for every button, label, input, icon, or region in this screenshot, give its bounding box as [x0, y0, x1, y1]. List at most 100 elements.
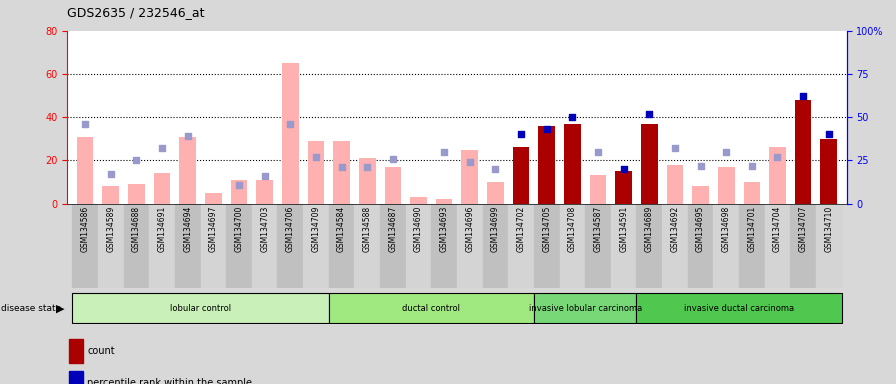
Point: [283, 121, 297, 127]
Point: [822, 131, 836, 137]
Bar: [662, 204, 688, 288]
Bar: [410, 197, 426, 204]
Bar: [175, 204, 201, 288]
Bar: [764, 204, 790, 288]
Bar: [534, 293, 636, 323]
Point: [488, 166, 503, 172]
Text: GSM134687: GSM134687: [388, 206, 397, 252]
Bar: [538, 126, 555, 204]
Text: GSM134688: GSM134688: [132, 206, 141, 252]
Point: [78, 121, 92, 127]
Text: GSM134703: GSM134703: [260, 206, 269, 252]
Text: GSM134697: GSM134697: [209, 206, 218, 252]
Bar: [435, 199, 452, 204]
Text: disease state: disease state: [1, 304, 61, 313]
Bar: [70, 339, 82, 364]
Point: [694, 162, 708, 169]
Text: GSM134710: GSM134710: [824, 206, 833, 252]
Point: [514, 131, 529, 137]
Point: [796, 93, 810, 99]
Bar: [590, 175, 607, 204]
Bar: [355, 204, 380, 288]
Text: ▶: ▶: [56, 303, 64, 313]
Bar: [73, 293, 329, 323]
Point: [616, 166, 631, 172]
Bar: [457, 204, 483, 288]
Bar: [718, 167, 735, 204]
Bar: [816, 204, 841, 288]
Text: GSM134691: GSM134691: [158, 206, 167, 252]
Bar: [406, 204, 431, 288]
Text: lobular control: lobular control: [170, 304, 231, 313]
Point: [385, 156, 400, 162]
Bar: [559, 204, 585, 288]
Point: [334, 164, 349, 170]
Bar: [282, 63, 298, 204]
Bar: [585, 204, 611, 288]
Text: GSM134694: GSM134694: [183, 206, 193, 252]
Bar: [98, 204, 124, 288]
Text: GSM134588: GSM134588: [363, 206, 372, 252]
Bar: [821, 139, 837, 204]
Text: GSM134584: GSM134584: [337, 206, 346, 252]
Text: GSM134692: GSM134692: [670, 206, 679, 252]
Bar: [201, 204, 226, 288]
Bar: [744, 182, 760, 204]
Bar: [230, 180, 247, 204]
Bar: [329, 293, 534, 323]
Bar: [179, 137, 196, 204]
Text: GSM134701: GSM134701: [747, 206, 756, 252]
Bar: [307, 141, 324, 204]
Point: [181, 133, 195, 139]
Point: [257, 173, 271, 179]
Bar: [513, 147, 530, 204]
Text: GSM134707: GSM134707: [798, 206, 807, 252]
Bar: [150, 204, 175, 288]
Bar: [667, 165, 684, 204]
Point: [104, 171, 118, 177]
Bar: [278, 204, 303, 288]
Bar: [769, 147, 786, 204]
Point: [590, 149, 605, 155]
Text: GSM134696: GSM134696: [465, 206, 474, 252]
Bar: [359, 158, 375, 204]
Text: GSM134699: GSM134699: [491, 206, 500, 252]
Text: GSM134702: GSM134702: [517, 206, 526, 252]
Bar: [461, 149, 478, 204]
Text: GSM134708: GSM134708: [568, 206, 577, 252]
Bar: [611, 204, 636, 288]
Bar: [636, 204, 662, 288]
Text: ductal control: ductal control: [402, 304, 461, 313]
Point: [155, 145, 169, 151]
Bar: [487, 182, 504, 204]
Bar: [636, 293, 841, 323]
Text: GSM134704: GSM134704: [773, 206, 782, 252]
Bar: [333, 141, 350, 204]
Bar: [124, 204, 150, 288]
Point: [360, 164, 375, 170]
Text: GSM134689: GSM134689: [645, 206, 654, 252]
Text: GSM134589: GSM134589: [107, 206, 116, 252]
Text: GSM134695: GSM134695: [696, 206, 705, 252]
Text: GDS2635 / 232546_at: GDS2635 / 232546_at: [67, 6, 204, 19]
Bar: [154, 173, 170, 204]
Bar: [431, 204, 457, 288]
Bar: [73, 204, 98, 288]
Point: [745, 162, 759, 169]
Point: [719, 149, 733, 155]
Bar: [790, 204, 816, 288]
Bar: [252, 204, 278, 288]
Bar: [128, 184, 145, 204]
Bar: [329, 204, 355, 288]
Text: GSM134709: GSM134709: [312, 206, 321, 252]
Text: GSM134690: GSM134690: [414, 206, 423, 252]
Text: GSM134706: GSM134706: [286, 206, 295, 252]
Point: [232, 182, 246, 188]
Text: GSM134693: GSM134693: [440, 206, 449, 252]
Point: [462, 159, 477, 165]
Point: [437, 149, 452, 155]
Text: GSM134591: GSM134591: [619, 206, 628, 252]
Bar: [616, 171, 632, 204]
Bar: [77, 137, 93, 204]
Bar: [795, 100, 812, 204]
